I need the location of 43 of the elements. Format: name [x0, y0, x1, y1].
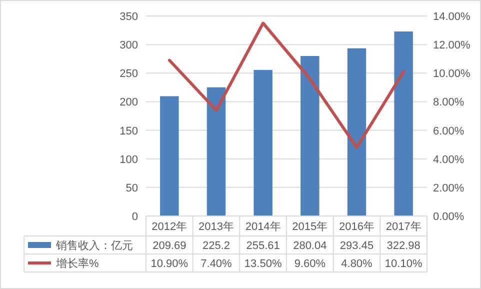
y-tick-label: 150: [120, 125, 138, 138]
data-label: 293.45: [340, 240, 374, 252]
y-tick-label: 50: [126, 182, 138, 194]
data-label: 209.69: [152, 240, 186, 252]
bar: [160, 96, 179, 216]
x-tick-label: 2014年: [245, 221, 281, 233]
x-tick-label: 2016年: [339, 221, 374, 233]
data-label: 255.61: [246, 240, 280, 252]
data-label: 13.50%: [244, 258, 282, 270]
data-label: 9.60%: [294, 258, 326, 270]
y2-tick-label: 10.00%: [433, 68, 471, 80]
y-tick-label: 300: [120, 40, 138, 52]
x-tick-label: 2015年: [292, 221, 328, 233]
y2-tick-label: 4.00%: [433, 154, 464, 166]
data-label: 4.80%: [341, 258, 373, 270]
y2-tick-label: 14.00%: [433, 11, 471, 23]
x-tick-label: 2017年: [386, 221, 422, 233]
x-tick-label: 2013年: [198, 221, 234, 233]
bar: [206, 87, 226, 216]
y-tick-label: 200: [120, 96, 138, 109]
y-tick-label: 0: [132, 211, 138, 223]
legend-label: 增长率%: [55, 257, 99, 270]
data-label: 280.04: [293, 240, 327, 252]
y2-tick-label: 12.00%: [433, 40, 471, 52]
y2-tick-label: 2.00%: [433, 182, 464, 194]
x-tick-label: 2012年: [152, 221, 188, 233]
bar: [254, 70, 272, 216]
data-label: 322.98: [386, 240, 420, 252]
y-tick-label: 250: [120, 68, 138, 80]
data-label: 10.10%: [384, 258, 422, 270]
y2-tick-label: 0.00%: [433, 211, 464, 223]
data-label: 10.90%: [150, 258, 188, 270]
y2-tick-label: 8.00%: [433, 96, 464, 109]
data-label: 225.2: [202, 240, 230, 252]
bar: [347, 48, 366, 216]
y-tick-label: 350: [120, 11, 138, 23]
y2-tick-label: 6.00%: [433, 125, 464, 138]
legend-label: 销售收入：亿元: [55, 239, 133, 252]
bar: [394, 31, 413, 216]
bar: [300, 56, 320, 216]
data-label: 7.40%: [200, 258, 232, 270]
line-series: [168, 22, 406, 149]
y-tick-label: 100: [120, 154, 138, 166]
